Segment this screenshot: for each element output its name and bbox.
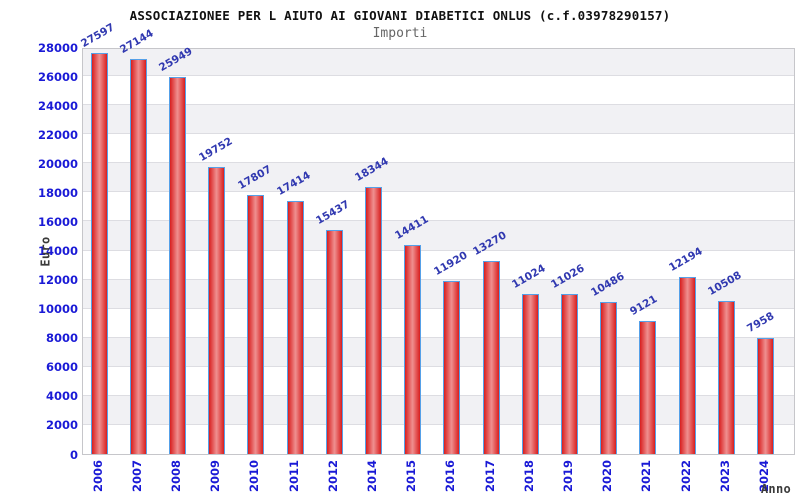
bar <box>129 59 147 454</box>
gridline <box>83 336 794 338</box>
bar <box>678 277 696 454</box>
x-tick-label: 2023 <box>717 459 732 492</box>
x-tick-label: 2008 <box>168 459 183 492</box>
x-tick-label: 2015 <box>404 459 419 492</box>
gridline <box>83 75 794 77</box>
bar <box>364 187 382 454</box>
gridline <box>83 162 794 164</box>
bar <box>756 338 774 454</box>
chart-title: ASSOCIAZIONEE PER L AIUTO AI GIOVANI DIA… <box>129 8 671 23</box>
x-tick-label: 2019 <box>560 459 575 492</box>
y-tick-label: 26000 <box>37 69 78 84</box>
plot-area <box>82 48 795 455</box>
bar <box>325 230 343 454</box>
y-tick-label: 8000 <box>45 331 78 346</box>
bar <box>482 261 500 454</box>
x-tick-label: 2012 <box>325 459 340 492</box>
y-axis-title: Euro <box>38 236 53 267</box>
gridline <box>83 307 794 309</box>
x-tick-label: 2010 <box>247 459 262 492</box>
gridline <box>83 423 794 425</box>
gridline <box>83 104 794 106</box>
bar <box>208 167 226 454</box>
grid-band <box>83 337 794 367</box>
bar <box>600 302 618 454</box>
bar <box>404 245 422 454</box>
x-tick-label: 2017 <box>482 459 497 492</box>
grid-band <box>83 395 794 425</box>
gridline <box>83 394 794 396</box>
y-tick-label: 2000 <box>45 418 78 433</box>
x-tick-label: 2016 <box>443 459 458 492</box>
gridline <box>83 191 794 193</box>
x-tick-label: 2018 <box>521 459 536 492</box>
x-tick-label: 2006 <box>90 459 105 492</box>
gridline <box>83 220 794 222</box>
y-tick-label: 16000 <box>37 214 78 229</box>
grid-band <box>83 49 794 77</box>
gridline <box>83 249 794 251</box>
y-tick-label: 20000 <box>37 156 78 171</box>
bar <box>717 301 735 454</box>
y-tick-label: 12000 <box>37 273 78 288</box>
bar <box>443 281 461 454</box>
x-tick-label: 2020 <box>600 459 615 492</box>
y-tick-label: 10000 <box>37 302 78 317</box>
y-tick-label: 24000 <box>37 98 78 113</box>
y-tick-label: 4000 <box>45 389 78 404</box>
y-tick-label: 22000 <box>37 127 78 142</box>
x-axis-title: Anno <box>760 482 791 496</box>
x-tick-label: 2021 <box>639 459 654 492</box>
bar <box>560 294 578 454</box>
y-tick-label: 14000 <box>37 244 78 258</box>
grid-band <box>83 105 794 135</box>
x-tick-label: 2011 <box>286 459 301 492</box>
bar <box>286 201 304 454</box>
gridline <box>83 365 794 367</box>
bar <box>90 53 108 454</box>
bar <box>639 321 657 454</box>
gridline <box>83 278 794 280</box>
grid-band <box>83 221 794 251</box>
y-tick-label: 0 <box>69 447 78 462</box>
y-tick-label: 28000 <box>37 40 78 55</box>
bar <box>168 77 186 454</box>
bar <box>247 195 265 454</box>
x-tick-label: 2009 <box>208 459 223 492</box>
bar <box>521 294 539 454</box>
x-tick-label: 2014 <box>364 459 379 492</box>
y-tick-label: 6000 <box>45 360 78 375</box>
gridline <box>83 133 794 135</box>
x-tick-label: 2007 <box>129 459 144 492</box>
y-tick-label: 18000 <box>37 185 78 200</box>
chart-subtitle: Importi <box>372 26 428 41</box>
grid-band <box>83 163 794 193</box>
x-tick-label: 2022 <box>678 459 693 492</box>
grid-band <box>83 279 794 309</box>
